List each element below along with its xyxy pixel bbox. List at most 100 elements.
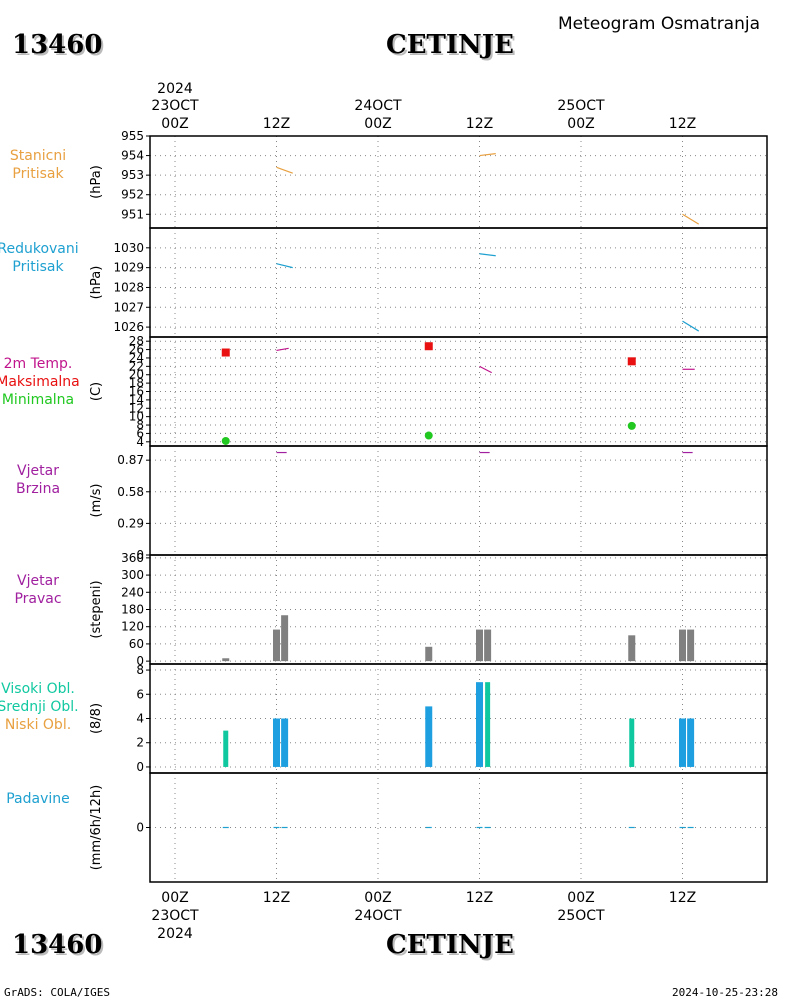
y-tick-label: 4 <box>136 435 144 449</box>
panel-label-line: Brzina <box>16 481 60 497</box>
high-cloud-bar <box>485 682 491 767</box>
y-tick-label: 12 <box>129 401 144 415</box>
top-hour-tick-label: 12Z <box>263 116 290 132</box>
top-year-label: 2024 <box>157 81 193 97</box>
y-axis-label: (8/8) <box>89 703 104 734</box>
panel-label-line: Minimalna <box>2 392 74 408</box>
y-tick-label: 60 <box>129 637 144 651</box>
y-tick-label: 180 <box>121 603 144 617</box>
y-tick-label: 0.29 <box>117 516 144 530</box>
top-hour-tick-label: 00Z <box>567 116 594 132</box>
y-tick-label: 951 <box>121 207 144 221</box>
bottom-hour-tick-label: 12Z <box>263 890 290 906</box>
series-line <box>682 213 700 225</box>
y-tick-label: 24 <box>129 351 144 365</box>
top-hour-tick-label: 00Z <box>364 116 391 132</box>
tmin-point <box>221 436 230 445</box>
series-line <box>276 166 293 174</box>
panel-label-line: Pritisak <box>12 166 64 182</box>
panel-frame <box>149 336 768 447</box>
bottom-hour-tick-label: 12Z <box>466 890 493 906</box>
panel-frame <box>149 445 768 556</box>
top-hour-tick-label: 12Z <box>466 116 493 132</box>
mid-cloud-bar <box>281 718 289 767</box>
mid-cloud-bar <box>687 718 695 767</box>
high-cloud-bar <box>629 718 635 767</box>
station-id-top: 13460 <box>12 30 103 60</box>
wind-direction-bar <box>281 615 289 662</box>
tmin-point <box>627 421 636 430</box>
temperature-line <box>479 365 492 374</box>
y-axis-label: (hPa) <box>89 266 104 300</box>
y-tick-label: 1028 <box>113 280 144 294</box>
panel-frame <box>149 135 768 229</box>
tmin-point <box>424 431 433 440</box>
top-date-label: 24OCT <box>354 98 402 114</box>
y-axis-label: (m/s) <box>89 484 104 518</box>
y-tick-label: 360 <box>121 551 144 565</box>
mid-cloud-bar <box>273 718 280 767</box>
y-tick-label: 8 <box>136 663 144 677</box>
bottom-hour-tick-label: 12Z <box>669 890 696 906</box>
y-axis-label: (C) <box>89 382 104 401</box>
panel-label-line: Redukovani <box>0 241 79 257</box>
wind-direction-bar <box>484 629 492 662</box>
y-tick-label: 0.58 <box>117 485 144 499</box>
wind-direction-bar <box>273 629 280 662</box>
bottom-hour-tick-label: 00Z <box>161 890 188 906</box>
y-tick-label: 26 <box>129 343 144 357</box>
y-tick-label: 952 <box>121 188 144 202</box>
mid-cloud-bar <box>476 682 483 767</box>
panel-label-line: Padavine <box>6 791 70 807</box>
mid-cloud-bar <box>425 706 433 767</box>
panel-label-line: Niski Obl. <box>5 717 71 733</box>
wind-direction-bar <box>679 629 686 662</box>
top-date-label: 25OCT <box>557 98 605 114</box>
y-tick-label: 954 <box>121 149 144 163</box>
station-name-top: CETINJE <box>386 30 514 60</box>
bottom-date-label: 24OCT <box>354 908 402 924</box>
y-tick-label: 8 <box>136 418 144 432</box>
y-tick-label: 20 <box>129 368 144 382</box>
y-axis-label: (mm/6h/12h) <box>89 785 104 871</box>
bottom-hour-tick-label: 00Z <box>567 890 594 906</box>
panel-label-line: Srednji Obl. <box>0 699 79 715</box>
y-tick-label: 2 <box>136 736 144 750</box>
y-tick-label: 955 <box>121 129 144 143</box>
wind-direction-bar <box>687 629 695 662</box>
panel-label-line: Visoki Obl. <box>1 681 75 697</box>
y-tick-label: 16 <box>129 385 144 399</box>
top-hour-tick-label: 00Z <box>161 116 188 132</box>
tmax-point <box>627 357 636 366</box>
mid-cloud-bar <box>679 718 686 767</box>
panel-label-line: Vjetar <box>17 463 59 479</box>
y-tick-label: 22 <box>129 359 144 373</box>
y-tick-label: 0 <box>136 548 144 562</box>
wind-direction-bar <box>222 658 230 662</box>
y-tick-label: 1029 <box>113 261 144 275</box>
panel-label-line: Pritisak <box>12 259 64 275</box>
footer-timestamp: 2024-10-25-23:28 <box>672 986 778 999</box>
wind-direction-bar <box>628 635 636 662</box>
y-tick-label: 0 <box>136 760 144 774</box>
y-tick-label: 1030 <box>113 241 144 255</box>
series-line <box>479 153 496 157</box>
panel-frame <box>149 663 768 774</box>
y-tick-label: 0.87 <box>117 453 144 467</box>
bottom-date-label: 23OCT <box>151 908 199 924</box>
tmax-point <box>221 348 230 357</box>
bottom-date-label: 25OCT <box>557 908 605 924</box>
y-tick-label: 10 <box>129 410 144 424</box>
station-id-bottom: 13460 <box>12 930 103 960</box>
y-tick-label: 120 <box>121 620 144 634</box>
panel-label-line: 2m Temp. <box>4 356 73 372</box>
y-tick-label: 1026 <box>113 320 144 334</box>
y-tick-label: 240 <box>121 585 144 599</box>
y-tick-label: 28 <box>129 334 144 348</box>
y-tick-label: 6 <box>136 687 144 701</box>
panel-label-line: Pravac <box>14 591 61 607</box>
tmax-point <box>424 342 433 351</box>
station-name-bottom: CETINJE <box>386 930 514 960</box>
wind-direction-bar <box>476 629 483 662</box>
